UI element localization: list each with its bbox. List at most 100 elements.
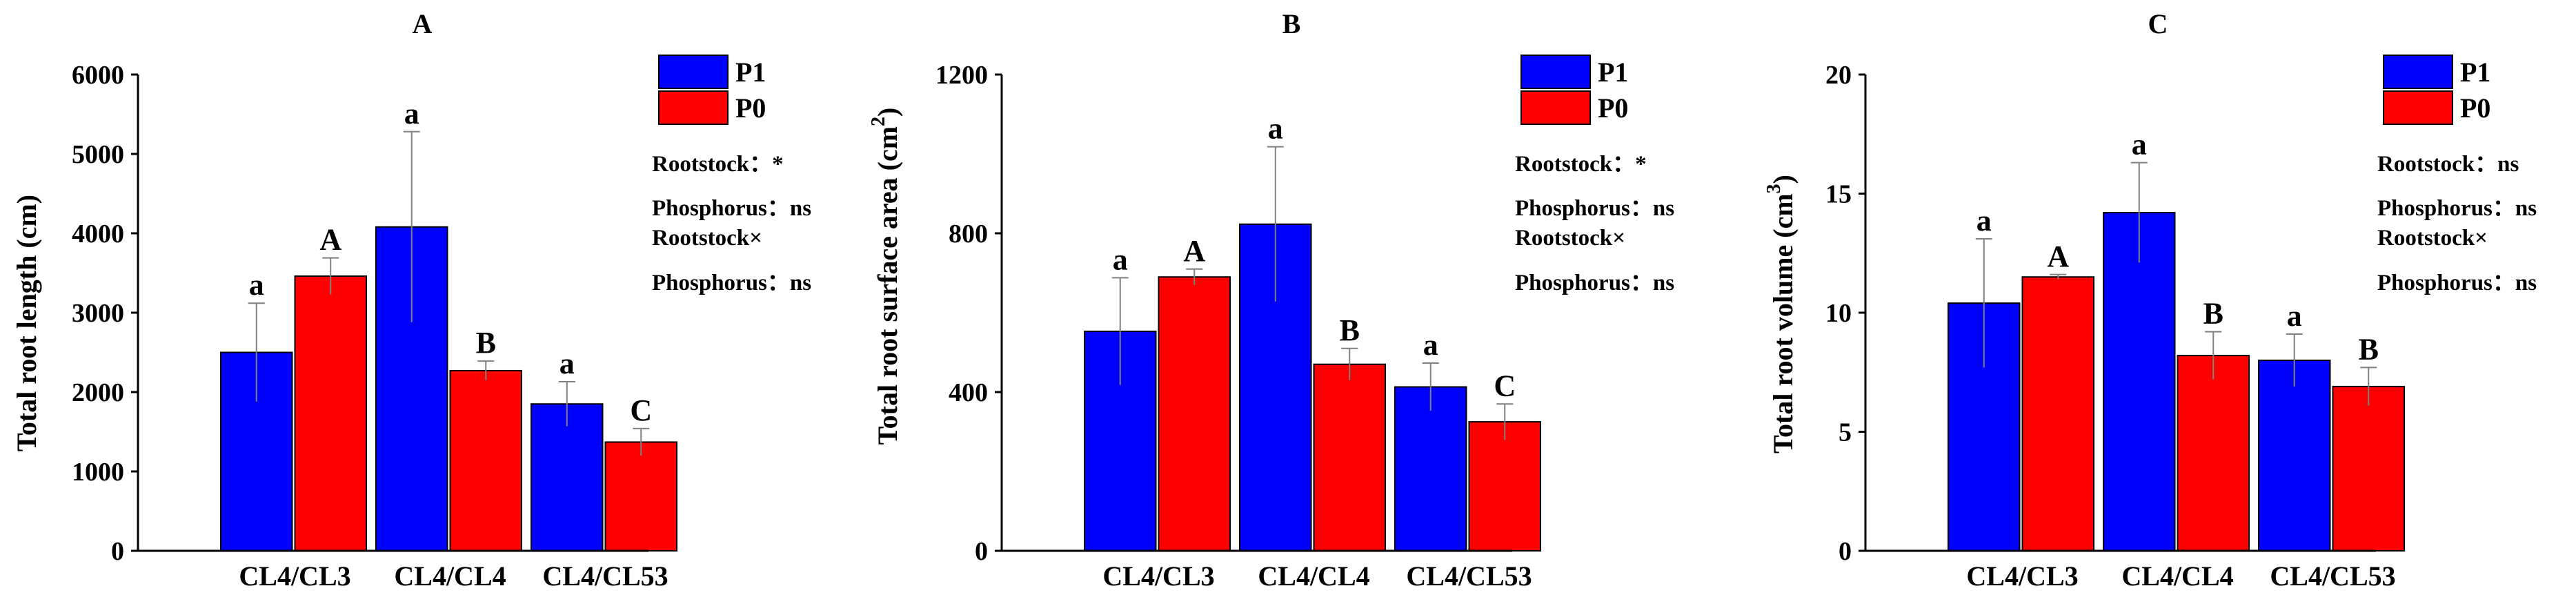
significance-letter: B <box>2359 332 2379 366</box>
bars: a Aa B a B <box>1948 128 2405 552</box>
legend-swatch-p0 <box>2383 90 2453 125</box>
significance-letter: C <box>630 393 652 427</box>
x-tick-label: CL4/CL4 <box>2121 560 2233 592</box>
annotation-line-2: Phosphorus：ns <box>2377 196 2537 221</box>
legend-label-p1: P1 <box>735 57 766 88</box>
y-tick-label: 800 <box>949 220 988 248</box>
y-axis-label: Total root length (cm) <box>11 195 42 451</box>
bar-p0 <box>2177 355 2250 552</box>
stats-annotation: Rootstock：ns Phosphorus：ns Rootstock× Ph… <box>2377 152 2537 295</box>
annotation-line-1: Rootstock：* <box>1515 152 1647 177</box>
panel-b: B Total root surface area (cm2) a Aa B a C 0… <box>868 8 1674 592</box>
bar-p1 <box>1394 386 1467 552</box>
significance-letter: a <box>1113 242 1128 276</box>
significance-letter: a <box>249 268 264 302</box>
bar-p0 <box>294 275 367 552</box>
y-tick-label: 0 <box>975 537 988 566</box>
panel-title: B <box>1282 8 1301 39</box>
axes: 0 5 10 15 20 CL4/CL3 CL4/CL4 CL4/CL53 <box>1825 61 2396 592</box>
bar-p0 <box>1158 276 1231 552</box>
x-tick-label: CL4/CL53 <box>2270 560 2395 592</box>
bars: a Aa Ba C <box>220 97 677 552</box>
stats-annotation: Rootstock：* Phosphorus：ns Rootstock× Pho… <box>1515 152 1674 295</box>
axes: 0 1000 2000 3000 4000 5000 6000 CL4/CL3 CL4/CL4 C… <box>72 61 668 592</box>
y-tick-label: 4000 <box>72 220 124 248</box>
bar-p1 <box>531 403 604 552</box>
bar-p0 <box>2332 385 2405 552</box>
x-tick-label: CL4/CL3 <box>1966 560 2078 592</box>
bar-p0 <box>449 369 522 552</box>
y-tick-label: 5 <box>1839 418 1852 447</box>
y-tick-label: 0 <box>1839 537 1852 566</box>
significance-letter: a <box>559 347 575 380</box>
annotation-line-4: Phosphorus：ns <box>1515 271 1674 295</box>
x-tick-label: CL4/CL3 <box>239 560 350 592</box>
y-tick-label: 6000 <box>72 61 124 90</box>
y-tick-label: 400 <box>949 378 988 407</box>
legend: P1 P0 <box>1520 55 1628 125</box>
axes: 0 400 800 1200 CL4/CL3 CL4/CL4 CL4/CL53 <box>935 61 1532 592</box>
legend-label-p0: P0 <box>2460 92 2490 124</box>
legend-swatch-p1 <box>2383 55 2453 89</box>
x-tick-label: CL4/CL4 <box>1258 560 1369 592</box>
panel-title: A <box>413 8 433 39</box>
significance-letter: A <box>2047 240 2069 273</box>
y-tick-label: 10 <box>1825 299 1852 328</box>
y-tick-label: 1200 <box>935 61 988 90</box>
bar-p1 <box>2258 360 2331 552</box>
y-axis-label: Total root volume (cm3) <box>1763 175 1799 453</box>
bar-p0 <box>1313 363 1386 552</box>
y-tick-label: 2000 <box>72 378 124 407</box>
y-tick-label: 0 <box>111 537 124 566</box>
y-tick-label: 3000 <box>72 299 124 328</box>
annotation-line-2: Phosphorus：ns <box>1515 196 1674 221</box>
legend: P1 P0 <box>658 55 766 125</box>
significance-letter: a <box>404 97 419 130</box>
x-tick-label: CL4/CL3 <box>1102 560 1214 592</box>
legend-label-p0: P0 <box>1598 92 1628 124</box>
significance-letter: a <box>1976 204 1992 237</box>
x-tick-label: CL4/CL53 <box>1406 560 1532 592</box>
bar-p0 <box>2021 276 2094 552</box>
annotation-line-4: Phosphorus：ns <box>652 271 811 295</box>
annotation-line-1: Rootstock：ns <box>2377 152 2519 177</box>
significance-letter: A <box>319 223 341 257</box>
significance-letter: a <box>2132 128 2147 162</box>
significance-letter: a <box>2287 299 2302 333</box>
x-tick-label: CL4/CL53 <box>542 560 668 592</box>
annotation-line-4: Phosphorus：ns <box>2377 271 2537 295</box>
y-axis-label: Total root surface area (cm2) <box>868 108 903 445</box>
legend-label-p1: P1 <box>2460 57 2490 88</box>
significance-letter: B <box>1340 313 1360 347</box>
annotation-line-3: Rootstock× <box>1515 226 1625 251</box>
significance-letter: a <box>1423 328 1438 362</box>
y-tick-label: 1000 <box>72 458 124 487</box>
y-tick-label: 5000 <box>72 140 124 169</box>
legend-swatch-p1 <box>1520 55 1591 89</box>
legend: P1 P0 <box>2383 55 2490 125</box>
legend-swatch-p1 <box>658 55 729 89</box>
legend-swatch-p0 <box>1520 90 1591 125</box>
significance-letter: a <box>1268 112 1283 146</box>
legend-label-p1: P1 <box>1598 57 1628 88</box>
annotation-line-2: Phosphorus：ns <box>652 196 811 221</box>
x-tick-label: CL4/CL4 <box>394 560 506 592</box>
legend-label-p0: P0 <box>735 92 766 124</box>
panel-c: C Total root volume (cm3) a Aa B a B 0 5 10 15 2… <box>1763 8 2537 592</box>
annotation-line-3: Rootstock× <box>652 226 762 251</box>
significance-letter: B <box>2203 297 2223 331</box>
legend-swatch-p0 <box>658 90 729 125</box>
significance-letter: A <box>1183 234 1205 268</box>
annotation-line-1: Rootstock：* <box>652 152 784 177</box>
significance-letter: C <box>1494 369 1516 402</box>
significance-letter: B <box>476 326 496 360</box>
panel-a: A Total root length (cm) a Aa Ba C 0 1000 200… <box>11 8 811 592</box>
stats-annotation: Rootstock：* Phosphorus：ns Rootstock× Pho… <box>652 152 811 295</box>
y-tick-label: 15 <box>1825 180 1852 209</box>
bar-p0 <box>1468 421 1541 552</box>
y-tick-label: 20 <box>1825 61 1852 90</box>
annotation-line-3: Rootstock× <box>2377 226 2488 251</box>
bar-p1 <box>2103 212 2176 552</box>
bar-p0 <box>604 441 677 552</box>
